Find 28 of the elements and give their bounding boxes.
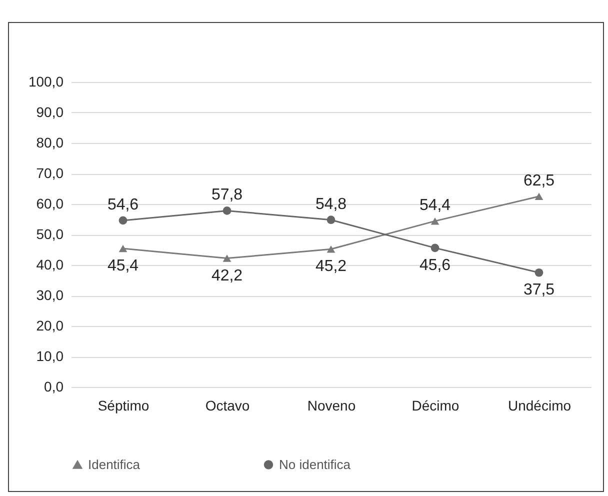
y-tick-label: 70,0 — [36, 165, 64, 181]
data-label: 54,8 — [315, 196, 347, 213]
data-label: 57,8 — [211, 186, 243, 204]
y-tick-label: 0,0 — [44, 378, 64, 394]
y-tick-label: 100,0 — [28, 74, 64, 90]
data-label: 62,5 — [523, 172, 555, 190]
data-label: 37,5 — [523, 282, 555, 299]
y-tick-label: 80,0 — [36, 134, 64, 150]
y-tick-label: 60,0 — [36, 196, 64, 212]
legend-label: No identifica — [279, 456, 352, 472]
data-label: 42,2 — [211, 267, 243, 284]
y-tick-label: 20,0 — [36, 318, 64, 334]
x-tick-label: Undécimo — [508, 398, 572, 414]
data-label: 54,4 — [419, 197, 451, 214]
data-label: 54,6 — [107, 196, 139, 214]
data-label: 45,6 — [419, 256, 451, 274]
x-tick-label: Noveno — [307, 398, 356, 414]
y-tick-label: 10,0 — [36, 348, 64, 364]
legend-label: Identifica — [88, 456, 141, 472]
data-label: 45,4 — [107, 258, 139, 275]
y-tick-label: 40,0 — [36, 256, 64, 272]
data-label: 45,2 — [315, 258, 347, 276]
y-tick-label: 50,0 — [36, 226, 64, 242]
y-tick-label: 30,0 — [36, 287, 64, 303]
x-tick-label: Décimo — [412, 398, 460, 414]
x-tick-label: Séptimo — [98, 398, 150, 414]
y-tick-label: 90,0 — [36, 104, 64, 120]
x-tick-label: Octavo — [205, 398, 250, 414]
